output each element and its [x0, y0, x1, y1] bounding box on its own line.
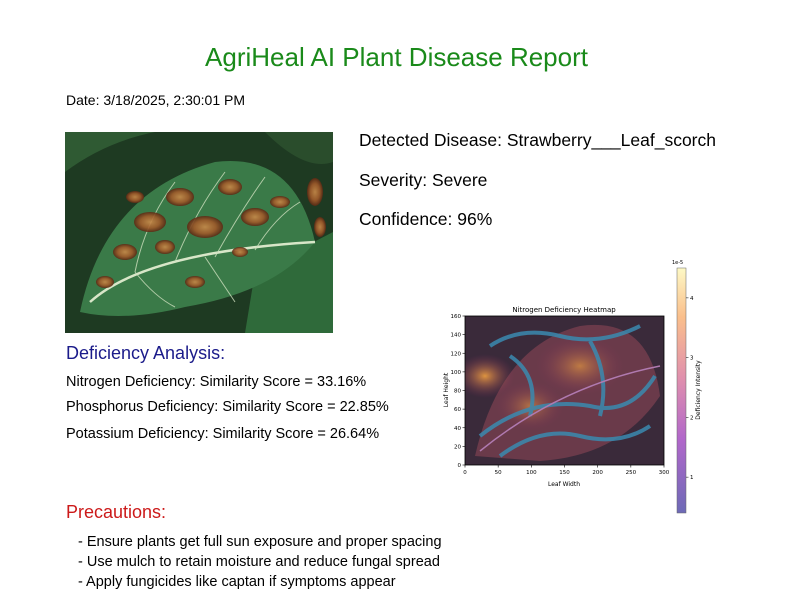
potassium-deficiency: Potassium Deficiency: Similarity Score =… [66, 426, 380, 442]
y-tick-label: 120 [451, 351, 462, 357]
precautions-heading: Precautions: [66, 502, 167, 522]
y-tick-label: 20 [454, 444, 461, 450]
report-date: Date: 3/18/2025, 2:30:01 PM [66, 92, 246, 108]
heatmap-y-ticks: 0 20 40 60 80 100 120 140 160 [451, 314, 465, 469]
heatmap-title: Nitrogen Deficiency Heatmap [512, 306, 616, 314]
x-tick-label: 200 [592, 470, 603, 476]
detected-disease: Detected Disease: Strawberry___Leaf_scor… [359, 130, 716, 150]
precautions-list: - Ensure plants get full sun exposure an… [78, 532, 442, 592]
x-tick-label: 0 [463, 470, 467, 476]
x-tick-label: 250 [626, 470, 637, 476]
phosphorus-deficiency: Phosphorus Deficiency: Similarity Score … [66, 399, 389, 415]
report-title: AgriHeal AI Plant Disease Report [205, 42, 588, 72]
nitrogen-deficiency: Nitrogen Deficiency: Similarity Score = … [66, 374, 367, 390]
colorbar-ticks: 1 2 3 4 [686, 296, 694, 481]
y-tick-label: 80 [454, 389, 461, 395]
leaf-photo [65, 132, 333, 333]
y-tick-label: 40 [454, 426, 461, 432]
colorbar [676, 267, 687, 514]
deficiency-heading: Deficiency Analysis: [66, 343, 226, 363]
x-tick-label: 50 [495, 470, 502, 476]
heatmap-x-ticks: 0 50 100 150 200 250 300 [463, 465, 670, 476]
x-tick-label: 150 [559, 470, 570, 476]
severity: Severity: Severe [359, 170, 488, 190]
y-tick-label: 160 [451, 314, 462, 320]
x-tick-label: 300 [659, 470, 670, 476]
precaution-item: - Ensure plants get full sun exposure an… [78, 534, 442, 550]
colorbar-label: Deficiency Intensity [695, 360, 702, 420]
colorbar-tick-label: 3 [690, 356, 694, 362]
nitrogen-heatmap: Nitrogen Deficiency Heatmap 0 50 100 150 200… [443, 260, 702, 514]
heatmap-ylabel: Leaf Height [443, 372, 450, 407]
y-tick-label: 0 [458, 463, 462, 469]
confidence: Confidence: 96% [359, 209, 493, 229]
y-tick-label: 60 [454, 407, 461, 413]
heatmap-xlabel: Leaf Width [548, 481, 580, 488]
colorbar-scale: 1e-5 [672, 260, 683, 266]
precaution-item: - Apply fungicides like captan if sympto… [78, 574, 396, 590]
precaution-item: - Use mulch to retain moisture and reduc… [78, 554, 440, 570]
colorbar-tick-label: 2 [690, 415, 694, 421]
colorbar-tick-label: 1 [690, 475, 694, 481]
colorbar-tick-label: 4 [690, 296, 694, 302]
y-tick-label: 100 [451, 370, 462, 376]
x-tick-label: 100 [526, 470, 537, 476]
y-tick-label: 140 [451, 333, 462, 339]
